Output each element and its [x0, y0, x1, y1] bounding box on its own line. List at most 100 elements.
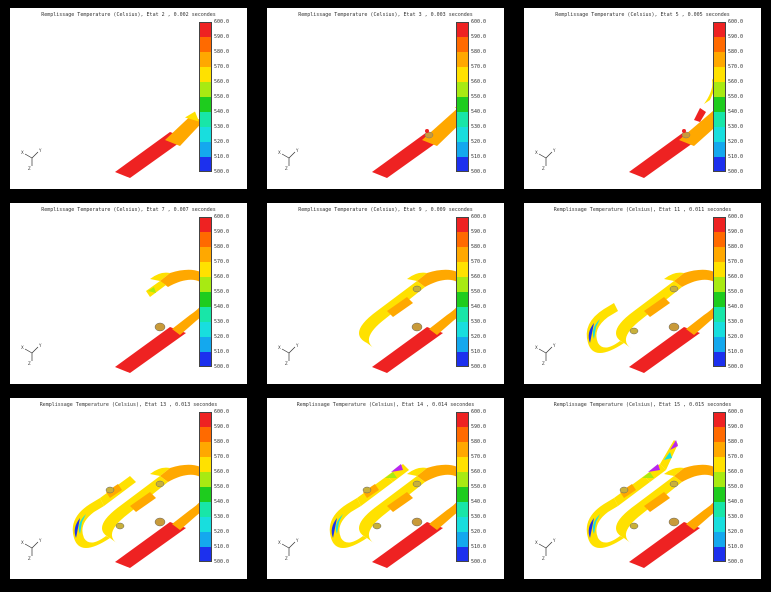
legend-band: 510.0 500.0 — [456, 349, 490, 370]
boss-2 — [412, 480, 422, 488]
legend-swatch — [199, 37, 212, 52]
axis-triad-icon: X Y Z — [278, 148, 299, 171]
cold-spot — [648, 464, 660, 472]
legend-tick-label: 600.0 — [214, 19, 230, 25]
legend-band: 540.0 — [199, 304, 233, 322]
legend-tick-label: 530.0 — [728, 319, 744, 325]
legend-tick-label: 550.0 — [728, 484, 744, 490]
second-u-turn — [586, 498, 624, 548]
legend-tick-label: 540.0 — [728, 304, 744, 310]
legend-swatch — [199, 232, 212, 247]
axis-label-y: Y — [552, 343, 556, 348]
inlet-strip — [115, 132, 186, 178]
legend-tick-label: 560.0 — [471, 79, 487, 85]
legend-band: 600.0 — [713, 214, 747, 232]
legend-swatch — [713, 217, 726, 232]
legend-swatch — [713, 52, 726, 67]
panel-title: Remplissage Temperature (Celsius), Etat … — [298, 12, 473, 18]
cool-spot — [148, 287, 156, 293]
temperature-legend: 600.0 590.0 580.0 570.0 560.0 550.0 540.0 530.0… — [456, 214, 490, 370]
legend-tick-label: 580.0 — [728, 244, 744, 250]
hot-spot — [682, 129, 686, 133]
boss-1 — [668, 322, 680, 332]
axis-label-z: Z — [285, 556, 288, 561]
casting-part — [586, 269, 714, 373]
legend-tick-label: 530.0 — [214, 514, 230, 520]
axis-label-z: Z — [542, 361, 545, 366]
boss-1 — [411, 322, 423, 332]
legend-swatch — [713, 502, 726, 517]
legend-band: 520.0 — [456, 529, 490, 547]
legend-swatch — [713, 307, 726, 322]
legend-band: 540.0 — [713, 304, 747, 322]
legend-band: 510.0 500.0 — [199, 154, 233, 175]
legend-band: 510.0 500.0 — [713, 544, 747, 565]
legend-tick-label: 540.0 — [471, 499, 487, 505]
temperature-legend: 600.0 590.0 580.0 570.0 560.0 550.0 540.0 530.0… — [456, 19, 490, 175]
legend-swatch — [713, 277, 726, 292]
legend-tick-label: 530.0 — [214, 319, 230, 325]
gate-boss — [424, 131, 434, 139]
panel-title: Remplissage Temperature (Celsius), Etat … — [39, 402, 218, 408]
legend-band: 520.0 — [199, 529, 233, 547]
middle-leg — [359, 476, 425, 544]
legend-swatch — [456, 502, 469, 517]
first-u-turn — [417, 269, 457, 335]
legend-band: 570.0 — [456, 454, 490, 472]
casting-view: X Y Z — [21, 464, 200, 568]
legend-band: 520.0 — [456, 334, 490, 352]
legend-tick-label: 510.0 — [471, 544, 487, 550]
legend-band: 560.0 — [199, 274, 233, 292]
legend-swatch — [456, 217, 469, 232]
legend-band: 590.0 — [199, 424, 233, 442]
legend-swatch — [199, 277, 212, 292]
temperature-legend: 600.0 590.0 580.0 570.0 560.0 550.0 540.0 530.0… — [199, 409, 233, 565]
second-u-turn — [329, 498, 367, 548]
legend-band: 580.0 — [713, 244, 747, 262]
legend-tick-label: 510.0 — [471, 154, 487, 160]
legend-tick-label: 590.0 — [728, 34, 744, 40]
legend-tick-label: 510.0 — [728, 544, 744, 550]
legend-tick-label: 540.0 — [471, 109, 487, 115]
legend-swatch — [713, 472, 726, 487]
legend-tick-label: 600.0 — [471, 214, 487, 220]
legend-band: 590.0 — [456, 424, 490, 442]
panel-title: Remplissage Temperature (Celsius), Etat … — [555, 12, 730, 18]
axis-label-y: Y — [552, 148, 556, 153]
legend-swatch — [199, 157, 212, 172]
legend-tick-label: 560.0 — [728, 274, 744, 280]
legend-band: 580.0 — [456, 49, 490, 67]
axis-label-x: X — [278, 540, 281, 545]
legend-tick-label: 550.0 — [214, 289, 230, 295]
axis-label-y: Y — [295, 538, 299, 543]
boss-3 — [629, 327, 639, 335]
legend-swatch — [456, 247, 469, 262]
legend-tick-label: 520.0 — [471, 334, 487, 340]
legend-swatch — [456, 52, 469, 67]
simulation-panel: Remplissage Temperature (Celsius), Etat … — [10, 398, 247, 579]
inlet-strip — [629, 132, 700, 178]
legend-swatch — [713, 247, 726, 262]
legend-tick-label: 570.0 — [728, 64, 744, 70]
legend-swatch — [456, 532, 469, 547]
legend-band: 600.0 — [456, 409, 490, 427]
legend-swatch — [456, 277, 469, 292]
legend-band: 530.0 — [199, 514, 233, 532]
casting-part — [329, 464, 457, 568]
legend-band: 550.0 — [456, 484, 490, 502]
legend-band: 530.0 — [713, 124, 747, 142]
legend-band: 530.0 — [456, 124, 490, 142]
legend-tick-label: 530.0 — [471, 514, 487, 520]
axis-label-x: X — [21, 540, 24, 545]
legend-swatch — [713, 67, 726, 82]
cold-front — [588, 518, 594, 538]
casting-part — [115, 111, 200, 178]
legend-tick-label: 500.0 — [471, 169, 487, 175]
legend-tick-label: 570.0 — [214, 64, 230, 70]
panel-title: Remplissage Temperature (Celsius), Etat … — [41, 207, 216, 213]
legend-tick-label: 560.0 — [214, 274, 230, 280]
legend-swatch — [199, 112, 212, 127]
axis-label-y: Y — [552, 538, 556, 543]
legend-band: 560.0 — [456, 274, 490, 292]
axis-label-z: Z — [285, 361, 288, 366]
